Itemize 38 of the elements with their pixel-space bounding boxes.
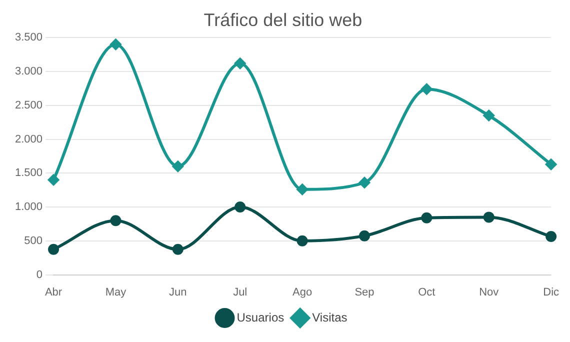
point xyxy=(546,158,557,170)
y-tick-label: 500 xyxy=(24,234,43,247)
y-tick-label: 1.500 xyxy=(14,167,43,180)
point xyxy=(483,212,494,223)
point xyxy=(110,38,122,50)
y-tick-label: 2.000 xyxy=(14,133,43,146)
point xyxy=(421,212,432,224)
y-tick-label: 3.500 xyxy=(14,32,43,44)
point xyxy=(48,244,60,255)
point xyxy=(546,231,557,242)
point xyxy=(48,174,60,186)
x-tick-label: Sep xyxy=(354,286,374,298)
x-tick-label: Jul xyxy=(233,286,248,298)
point xyxy=(296,235,308,246)
point xyxy=(110,215,122,226)
y-tick-label: 1.000 xyxy=(14,201,43,214)
point xyxy=(234,58,246,69)
point xyxy=(483,110,494,122)
point xyxy=(358,177,370,188)
x-tick-label: Ago xyxy=(292,286,312,298)
y-tick-label: 3.000 xyxy=(14,66,43,78)
legend-label: Usuarios xyxy=(236,310,284,324)
y-tick-label: 0 xyxy=(36,268,43,281)
y-tick-label: 2.500 xyxy=(14,99,43,112)
x-tick-label: Abr xyxy=(44,286,62,298)
chart-title: Tráfico del sitio web xyxy=(204,10,362,30)
x-tick-label: May xyxy=(105,286,127,298)
legend-label: Visitas xyxy=(312,310,348,324)
x-tick-label: Dic xyxy=(543,286,560,298)
point xyxy=(421,84,432,95)
x-tick-label: Nov xyxy=(479,286,500,298)
point xyxy=(358,230,370,242)
point xyxy=(172,160,184,172)
point xyxy=(296,184,308,195)
x-tick-label: Oct xyxy=(418,286,436,298)
point xyxy=(234,202,246,213)
point xyxy=(172,244,184,255)
x-tick-label: Jun xyxy=(169,286,187,298)
